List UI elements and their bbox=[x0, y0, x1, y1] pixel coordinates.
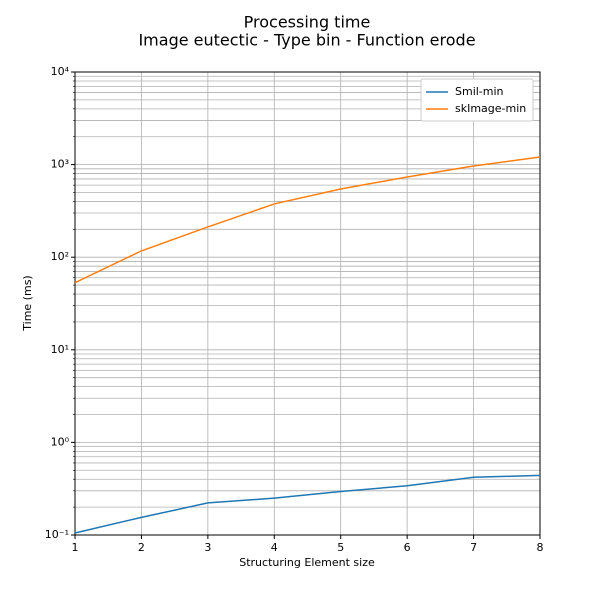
legend: Smil-min skImage-min bbox=[420, 78, 534, 122]
x-tick-label: 2 bbox=[138, 541, 145, 554]
legend-label: skImage-min bbox=[455, 102, 526, 115]
x-axis-label: Structuring Element size bbox=[239, 556, 375, 569]
y-tick-label: 10² bbox=[51, 250, 69, 263]
x-tick-label: 8 bbox=[537, 541, 544, 554]
legend-box bbox=[420, 78, 534, 122]
y-tick-label: 10³ bbox=[51, 158, 69, 171]
series-line bbox=[74, 474, 541, 534]
y-axis-label: Time (ms) bbox=[21, 275, 34, 331]
y-tick-label: 10⁻¹ bbox=[45, 528, 69, 541]
x-tick-label: 5 bbox=[337, 541, 344, 554]
x-tick-label: 4 bbox=[271, 541, 278, 554]
y-tick-label: 10¹ bbox=[51, 343, 69, 356]
chart-title: Processing time bbox=[244, 13, 371, 32]
series-line bbox=[74, 156, 541, 284]
x-tick-label: 7 bbox=[470, 541, 477, 554]
x-tick-label: 6 bbox=[404, 541, 411, 554]
legend-label: Smil-min bbox=[455, 85, 504, 98]
x-tick-label: 3 bbox=[204, 541, 211, 554]
x-tick-label: 1 bbox=[72, 541, 79, 554]
y-tick-label: 10⁰ bbox=[51, 435, 70, 448]
plot-frame bbox=[74, 71, 541, 536]
y-tick-label: 10⁴ bbox=[51, 65, 70, 78]
chart-subtitle: Image eutectic - Type bin - Function ero… bbox=[138, 31, 475, 50]
